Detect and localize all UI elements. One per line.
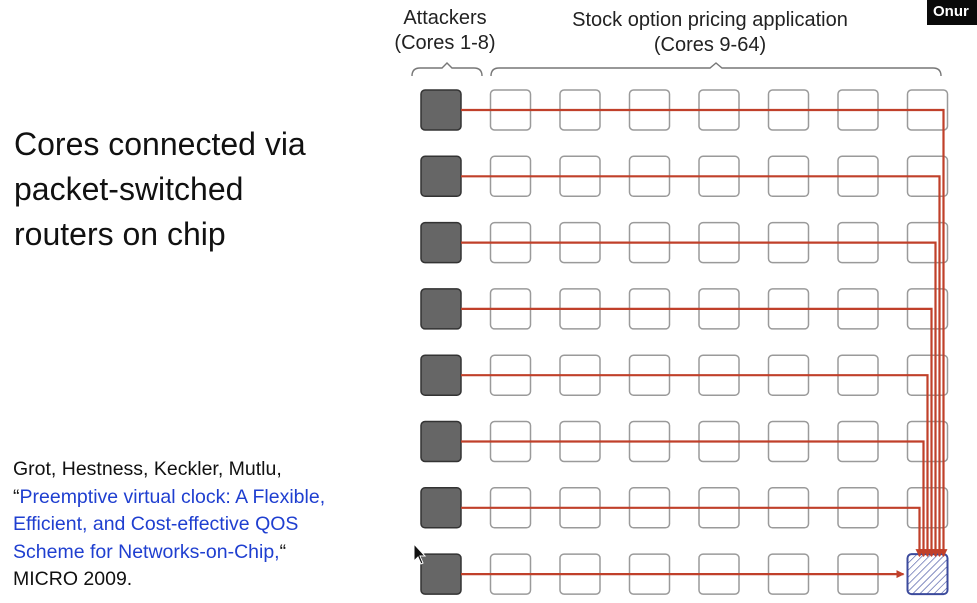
- target-core: [906, 553, 949, 596]
- slide-heading: Cores connected via packet-switched rout…: [14, 122, 394, 257]
- attacker-core: [420, 155, 462, 198]
- core-array: [420, 89, 949, 596]
- citation-close-quote: “: [279, 540, 287, 563]
- group-braces: [411, 62, 942, 77]
- traffic-path: [461, 175, 944, 558]
- citation-venue: MICRO 2009.: [13, 568, 133, 590]
- speaker-name-tag: Onur: [927, 0, 977, 25]
- attackers-label: Attackers (Cores 1-8): [380, 6, 510, 56]
- traffic-path: [461, 307, 936, 558]
- traffic-path: [461, 241, 940, 558]
- attackers-label-range: (Cores 1-8): [394, 32, 496, 54]
- traffic-paths: [461, 108, 948, 579]
- citation-title-line-2[interactable]: Efficient, and Cost-effective QOS: [13, 513, 299, 535]
- heading-line-2: packet-switched: [14, 171, 244, 207]
- attacker-core: [420, 354, 462, 396]
- citation-open-quote: “: [13, 485, 20, 508]
- attackers-label-title: Attackers: [403, 7, 487, 29]
- attacker-core: [420, 288, 462, 330]
- speaker-name: Onur: [933, 3, 969, 20]
- attacker-core: [420, 420, 462, 463]
- citation-title-line-1[interactable]: Preemptive virtual clock: A Flexible,: [19, 485, 326, 508]
- attacker-core: [420, 221, 462, 264]
- traffic-path: [461, 440, 928, 558]
- citation-title-line-3[interactable]: Scheme for Networks-on-Chip,: [13, 540, 280, 563]
- traffic-path: [461, 108, 948, 558]
- application-label-title: Stock option pricing application: [572, 9, 848, 31]
- application-label-range: (Cores 9-64): [653, 34, 767, 56]
- application-brace: [490, 62, 942, 77]
- citation: Grot, Hestness, Keckler, Mutlu, “Preempt…: [13, 456, 403, 594]
- application-label: Stock option pricing application (Cores …: [530, 8, 890, 58]
- citation-authors: Grot, Hestness, Keckler, Mutlu,: [13, 458, 282, 480]
- attackers-brace: [411, 62, 483, 77]
- attacker-core: [420, 553, 462, 595]
- traffic-path: [461, 374, 932, 558]
- heading-line-3: routers on chip: [14, 216, 226, 252]
- heading-line-1: Cores connected via: [14, 126, 306, 162]
- attacker-core: [420, 487, 462, 529]
- attacker-core: [420, 89, 462, 131]
- mouse-pointer-icon: [413, 543, 427, 565]
- traffic-path: [461, 506, 924, 558]
